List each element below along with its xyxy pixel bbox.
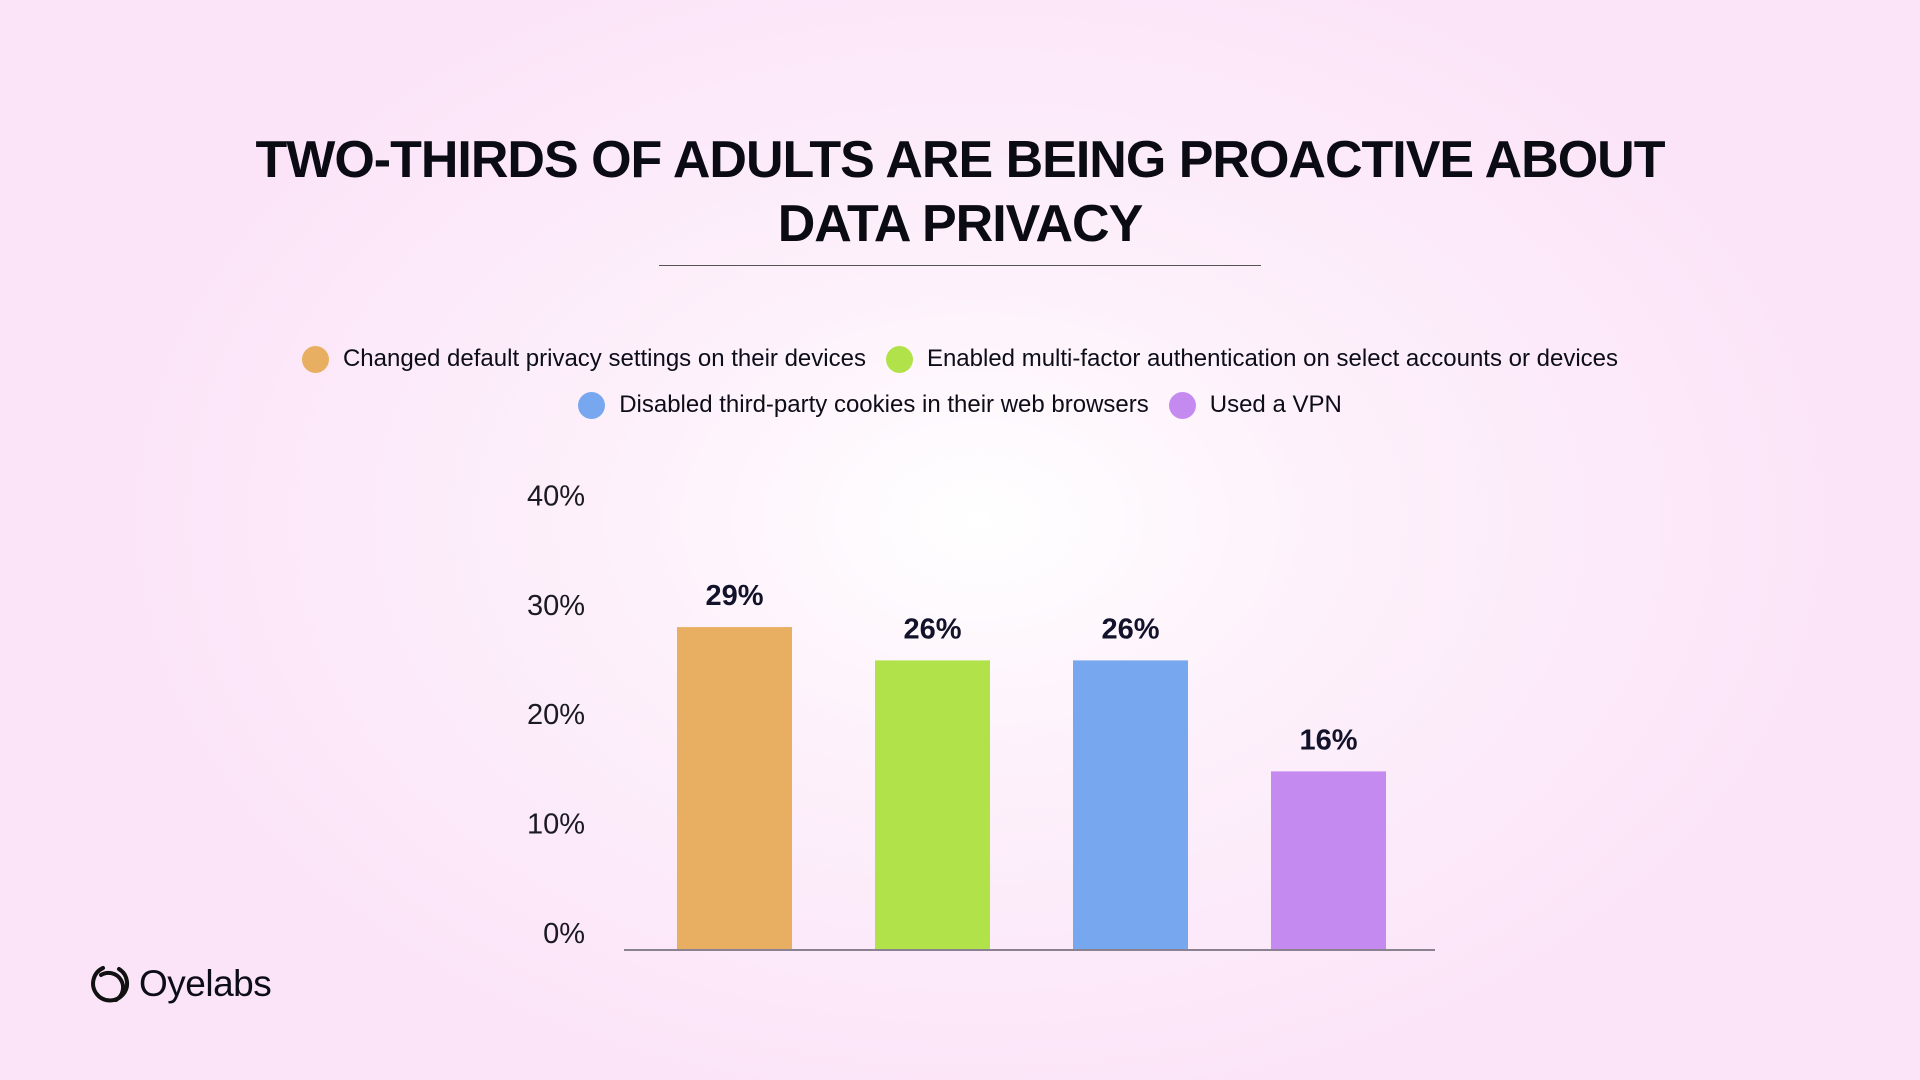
legend-item: Enabled multi-factor authentication on s…	[885, 345, 1619, 373]
bar	[1271, 771, 1386, 949]
legend-row-1: Changed default privacy settings on thei…	[0, 345, 1920, 373]
legend-label: Enabled multi-factor authentication on s…	[926, 345, 1619, 372]
bar-data-label: 26%	[1101, 613, 1159, 645]
legend-label: Used a VPN	[1209, 391, 1342, 418]
bar	[677, 627, 792, 949]
chart-title-line-2: DATA PRIVACY	[777, 195, 1144, 253]
brand-name: Oyelabs	[139, 963, 272, 1004]
legend-item: Changed default privacy settings on thei…	[301, 345, 866, 373]
legend-swatch	[1168, 391, 1196, 419]
legend-label: Disabled third-party cookies in their we…	[619, 391, 1149, 418]
legend-item: Used a VPN	[1168, 391, 1342, 419]
y-tick-label: 20%	[527, 699, 585, 731]
legend-swatch	[885, 345, 913, 373]
legend-swatch	[578, 391, 606, 419]
legend-swatch	[301, 345, 329, 373]
bar-data-label: 16%	[1299, 724, 1357, 756]
bar-data-label: 26%	[903, 613, 961, 645]
chart-title: TWO-THIRDS OF ADULTS ARE BEING PROACTIVE…	[200, 128, 1720, 256]
y-tick-label: 0%	[543, 918, 585, 950]
oyelabs-logo-icon	[91, 966, 130, 1003]
title-underline	[659, 265, 1261, 266]
chart-title-line-1: TWO-THIRDS OF ADULTS ARE BEING PROACTIVE…	[255, 131, 1666, 189]
legend-item: Disabled third-party cookies in their we…	[578, 391, 1149, 419]
bar	[1073, 660, 1188, 949]
y-tick-label: 10%	[527, 808, 585, 840]
legend-row-2: Disabled third-party cookies in their we…	[0, 391, 1920, 419]
y-tick-label: 40%	[527, 480, 585, 512]
brand-logo: Oyelabs	[89, 962, 272, 1006]
y-tick-label: 30%	[527, 590, 585, 622]
legend-label: Changed default privacy settings on thei…	[342, 345, 866, 372]
bar	[875, 660, 990, 949]
bar-data-label: 29%	[705, 580, 763, 612]
